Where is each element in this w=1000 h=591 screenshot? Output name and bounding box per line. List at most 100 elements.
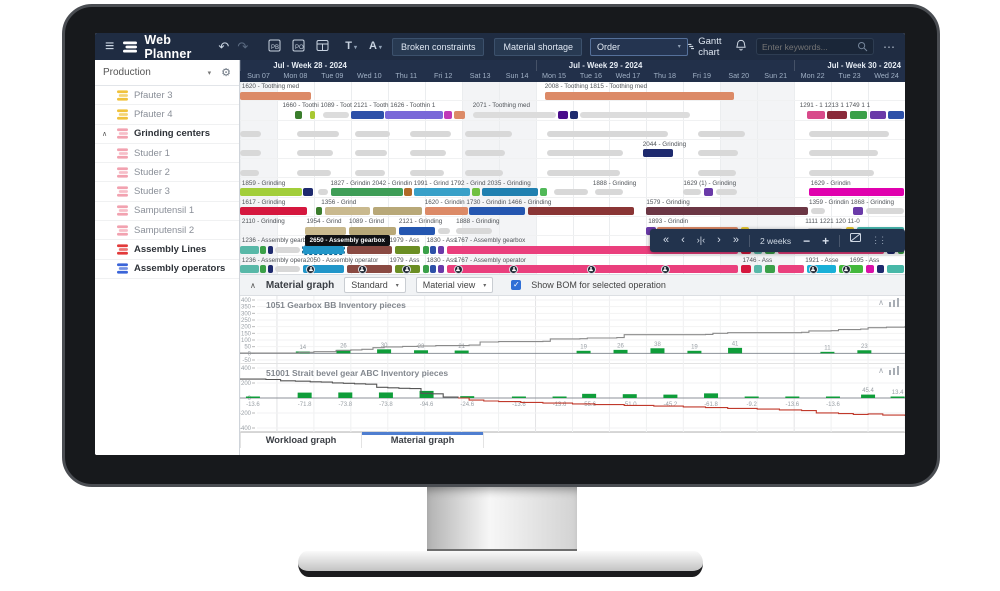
- task-bar[interactable]: [317, 189, 328, 195]
- task-bar[interactable]: [395, 245, 421, 254]
- task-bar[interactable]: [886, 265, 904, 274]
- tab-workload-graph[interactable]: Workload graph: [240, 433, 362, 448]
- task-bar[interactable]: [267, 265, 274, 274]
- task-bar[interactable]: [240, 169, 260, 176]
- task-bar[interactable]: [465, 150, 505, 157]
- task-bar[interactable]: [554, 189, 589, 195]
- task-bar[interactable]: [437, 265, 445, 274]
- hide-images-icon[interactable]: [844, 229, 867, 252]
- task-bar[interactable]: [869, 110, 886, 119]
- undo-icon[interactable]: ↶: [218, 39, 230, 54]
- sidebar-item-pfauter-3[interactable]: Pfauter 3: [95, 86, 239, 106]
- task-bar[interactable]: [443, 110, 453, 119]
- hamburger-icon[interactable]: ≡: [105, 37, 115, 55]
- task-bar[interactable]: [888, 110, 904, 119]
- task-bar[interactable]: [528, 207, 635, 216]
- task-bar[interactable]: [740, 265, 751, 274]
- settings-gear-icon[interactable]: ⚙: [221, 67, 231, 79]
- task-bar[interactable]: [808, 169, 875, 176]
- task-bar[interactable]: [481, 188, 539, 196]
- sidebar-item-studer-1[interactable]: Studer 1: [95, 144, 239, 164]
- task-bar[interactable]: [569, 110, 578, 119]
- zoom-out-button[interactable]: −: [803, 233, 811, 248]
- task-bar[interactable]: [304, 226, 347, 235]
- task-bar[interactable]: [877, 265, 884, 274]
- task-bar[interactable]: [472, 188, 481, 196]
- task-bar[interactable]: [437, 227, 450, 234]
- task-bar[interactable]: [698, 150, 738, 157]
- task-bar[interactable]: [853, 207, 864, 216]
- nav-first-button[interactable]: «: [663, 234, 670, 246]
- task-bar[interactable]: [240, 188, 302, 196]
- collapse-graph-icon[interactable]: ∧: [250, 280, 256, 290]
- task-bar[interactable]: [698, 169, 736, 176]
- sidebar-item-assembly-lines[interactable]: Assembly Lines: [95, 240, 239, 260]
- task-bar[interactable]: [350, 110, 384, 119]
- search-box[interactable]: [756, 38, 874, 55]
- task-bar[interactable]: [240, 245, 260, 254]
- nav-prev-button[interactable]: ‹: [681, 234, 685, 246]
- task-bar[interactable]: [642, 149, 674, 158]
- task-bar[interactable]: [808, 150, 879, 157]
- task-bar[interactable]: [347, 265, 393, 274]
- task-bar[interactable]: [275, 266, 300, 273]
- task-bar[interactable]: [354, 131, 391, 138]
- nav-fit-button[interactable]: ›|‹: [696, 235, 706, 245]
- more-options-button[interactable]: ⋯: [883, 39, 895, 54]
- task-bar[interactable]: [810, 208, 825, 215]
- task-bar[interactable]: [579, 111, 690, 118]
- collapse-chart-icon[interactable]: ∧: [878, 366, 884, 375]
- task-bar[interactable]: [539, 188, 548, 196]
- task-bar[interactable]: [404, 188, 412, 196]
- task-bar[interactable]: [240, 207, 308, 216]
- show-bom-checkbox[interactable]: ✓: [511, 280, 522, 290]
- task-bar[interactable]: [354, 169, 385, 176]
- task-bar[interactable]: [260, 265, 266, 274]
- task-bar[interactable]: [866, 208, 904, 215]
- task-bar[interactable]: [546, 131, 668, 138]
- task-bar[interactable]: [323, 111, 349, 118]
- task-bar[interactable]: [260, 245, 266, 254]
- task-bar[interactable]: [472, 111, 556, 118]
- sidebar-item-samputensil-2[interactable]: Samputensil 2: [95, 221, 239, 241]
- task-bar[interactable]: [302, 265, 345, 274]
- task-bar[interactable]: [437, 245, 445, 254]
- task-bar[interactable]: [764, 265, 775, 274]
- task-bar[interactable]: [267, 245, 274, 254]
- search-input[interactable]: [762, 41, 853, 52]
- task-bar[interactable]: [465, 131, 513, 138]
- sidebar-item-studer-2[interactable]: Studer 2: [95, 163, 239, 183]
- task-bar[interactable]: [465, 169, 504, 176]
- task-bar[interactable]: [777, 265, 805, 274]
- material-shortage-button[interactable]: Material shortage: [494, 37, 583, 56]
- order-select[interactable]: Order ▾: [590, 37, 688, 56]
- sidebar-item-studer-3[interactable]: Studer 3: [95, 182, 239, 202]
- task-bar[interactable]: [347, 245, 393, 254]
- task-bar[interactable]: [430, 245, 436, 254]
- task-bar[interactable]: [422, 265, 429, 274]
- task-bar[interactable]: [838, 265, 864, 274]
- nav-last-button[interactable]: »: [732, 234, 739, 246]
- tab-material-graph[interactable]: Material graph: [362, 432, 484, 448]
- gantt-chart-button[interactable]: Gantt chart: [687, 36, 726, 58]
- task-bar[interactable]: [302, 188, 313, 196]
- task-bar[interactable]: [698, 131, 746, 138]
- task-bar[interactable]: [297, 169, 332, 176]
- sidebar-item-samputensil-1[interactable]: Samputensil 1: [95, 202, 239, 222]
- task-bar[interactable]: [594, 189, 624, 195]
- highlight-icon[interactable]: A ▾: [368, 40, 382, 52]
- task-bar[interactable]: [753, 265, 762, 274]
- graph-view-select[interactable]: Material view ▾: [415, 277, 494, 293]
- task-bar[interactable]: [544, 91, 735, 100]
- task-bar[interactable]: [683, 189, 701, 195]
- task-bar[interactable]: [240, 265, 260, 274]
- task-bar[interactable]: [310, 110, 315, 119]
- task-bar[interactable]: [275, 246, 300, 253]
- zoom-in-button[interactable]: +: [822, 233, 830, 248]
- redo-icon[interactable]: ↷: [237, 39, 249, 54]
- task-bar[interactable]: [827, 110, 847, 119]
- task-bar[interactable]: [409, 169, 445, 176]
- task-bar[interactable]: [703, 188, 713, 196]
